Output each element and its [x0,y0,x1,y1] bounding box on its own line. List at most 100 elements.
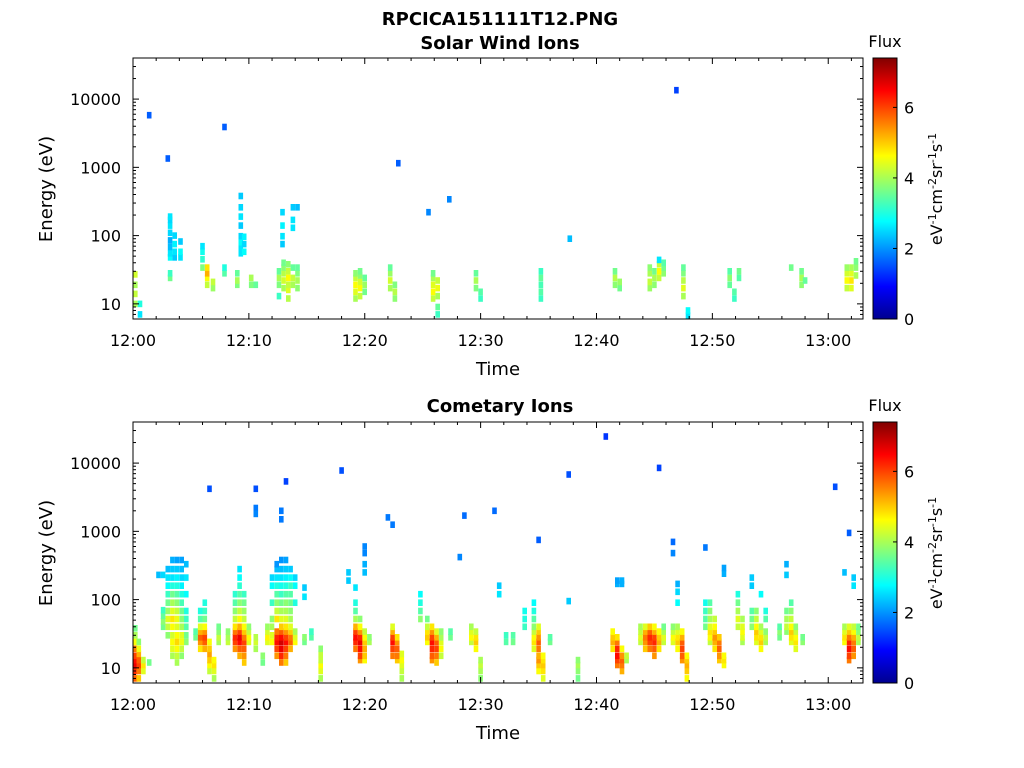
y-tick-label: 1000 [80,522,121,541]
data-cell [353,645,358,653]
data-cell [357,284,363,292]
data-cell [793,623,799,631]
y-axis-label: Energy (eV) [36,500,57,606]
data-cell [763,607,768,615]
data-cell [707,638,713,646]
x-tick-label: 12:50 [689,695,735,714]
data-cell [652,638,657,646]
data-cell [288,638,293,646]
data-cell [295,284,300,292]
data-cell [684,661,690,669]
data-cell [357,656,363,664]
data-cell [418,615,423,623]
data-cell [846,634,852,641]
data-cell [473,638,479,646]
data-cell [727,268,732,275]
data-cell [184,623,189,631]
data-cell [200,264,205,271]
data-cell [473,270,479,277]
plot-frame [132,421,864,684]
data-cell [133,645,138,653]
data-cell [703,615,708,623]
data-cell [216,634,221,641]
data-cell [283,574,289,581]
colorbar-ticks: 0 2 4 6 [893,462,914,693]
data-cell [279,645,284,653]
data-cell [283,623,289,631]
data-cell [281,270,286,277]
data-cell [202,623,208,631]
data-cell [856,634,861,641]
data-cell [170,599,175,606]
data-cell [292,628,298,635]
data-cell [438,645,444,653]
data-cell [193,634,198,641]
data-cell [547,638,553,646]
data-cell [851,628,856,635]
data-cell [538,274,544,282]
data-cell [174,574,180,581]
data-cell [844,264,850,271]
data-cell [279,516,284,523]
data-cell [283,638,289,646]
data-cell [674,86,679,94]
data-cell [202,607,208,615]
data-cell [844,284,850,292]
data-cell [269,623,275,631]
data-cell [856,638,861,646]
data-cell [269,574,275,581]
data-cell [286,268,291,275]
data-cell [295,277,300,284]
data-cell [197,634,203,641]
data-cell [522,623,527,631]
data-cell [170,574,175,581]
data-cell [717,638,722,646]
data-cell [675,628,680,635]
data-cell [656,256,662,264]
data-cell [758,634,764,641]
data-cell [197,638,203,646]
data-cell [172,248,177,256]
data-cell [174,632,180,639]
data-cell [396,159,401,167]
spectrogram-cells [133,86,859,319]
data-cell [832,483,838,491]
data-cell [619,661,625,669]
data-cell [222,123,227,131]
data-cell [478,295,483,302]
data-cell [846,623,852,631]
data-cell [265,628,270,635]
data-cell [784,615,789,623]
data-cell [390,521,395,528]
data-cell [184,615,189,623]
colorbar-label: eV-1cm-2sr-1s-1 [926,133,947,245]
data-cell [647,634,653,641]
colorbar-tick-label: 6 [904,98,914,117]
data-cell [788,638,794,646]
data-cell [399,667,405,675]
data-cell [684,675,690,682]
data-cell [438,628,444,635]
data-cell [292,599,298,606]
colorbar-tick-label: 0 [904,674,914,693]
data-cell [179,599,184,606]
y-tick-label: 10 [101,295,121,314]
data-cell [531,638,537,646]
data-cell [197,628,203,635]
data-cell [184,607,189,615]
data-cell [661,634,666,641]
y-tick-label: 100 [90,227,121,246]
data-cell [740,628,745,635]
data-cell [566,471,571,478]
data-cell [390,645,395,653]
data-cell [425,628,430,635]
data-cell [510,632,516,639]
data-cell [288,590,293,598]
data-cell [265,638,270,646]
data-cell [276,292,282,300]
data-cell [136,638,142,646]
data-cell [749,582,755,589]
figure-title: RPCICA151111T12.PNG [382,9,618,30]
data-cell [681,284,686,292]
data-cell [237,565,242,573]
